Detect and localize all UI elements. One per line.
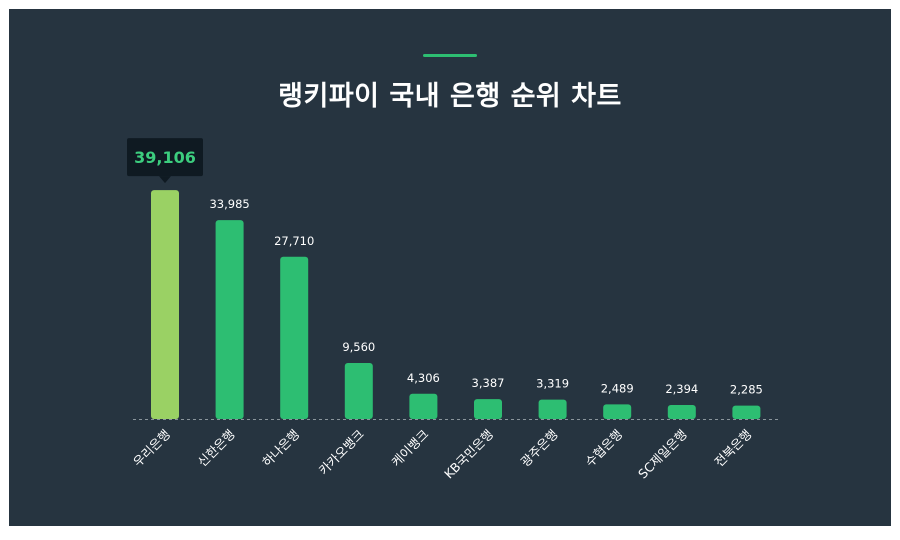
value-label: 33,985: [209, 197, 249, 211]
tooltip-pointer: [159, 176, 171, 184]
x-tick-label: KB국민은행: [441, 427, 496, 482]
bar-chart: 39,106 우리은행 33,985 신한은행 27,710 하나은행 9,560 카카오뱅크…: [127, 138, 779, 482]
value-label: 9,560: [342, 340, 375, 354]
value-label: 4,306: [407, 371, 440, 385]
x-tick-label: 케이뱅크: [388, 427, 431, 470]
value-tooltip: [127, 138, 203, 177]
bar: [409, 393, 438, 419]
value-label: 27,710: [274, 234, 314, 248]
bar: [667, 404, 696, 419]
x-tick-label: 하나은행: [259, 427, 302, 470]
chart-title: 랭키파이 국내 은행 순위 차트: [278, 81, 622, 112]
chart-panel: 랭키파이 국내 은행 순위 차트 39,106 우리은행 33,985 신한은행 27,…: [9, 9, 891, 526]
bar: [538, 399, 567, 419]
value-label: 3,387: [472, 376, 505, 390]
x-tick-label: 카카오뱅크: [316, 427, 367, 478]
value-label: 39,106: [134, 148, 196, 167]
x-tick-label: 우리은행: [130, 427, 173, 470]
value-label: 2,285: [730, 383, 763, 397]
x-tick-label: 신한은행: [195, 427, 238, 470]
value-label: 2,394: [665, 382, 698, 396]
bar: [280, 256, 309, 419]
bar: [474, 399, 502, 419]
bar: [732, 405, 761, 419]
bar: [603, 404, 632, 419]
title-accent-line: [423, 54, 477, 57]
x-tick-label: 광주은행: [518, 427, 561, 470]
x-tick-label: 전북은행: [711, 427, 754, 470]
value-label: 2,489: [601, 381, 634, 395]
bar: [344, 363, 373, 419]
value-label: 3,319: [536, 377, 569, 391]
bar: [151, 190, 179, 419]
x-tick-label: SC제일은행: [635, 427, 690, 482]
x-tick-label: 수협은행: [582, 427, 625, 470]
bar: [215, 220, 244, 419]
